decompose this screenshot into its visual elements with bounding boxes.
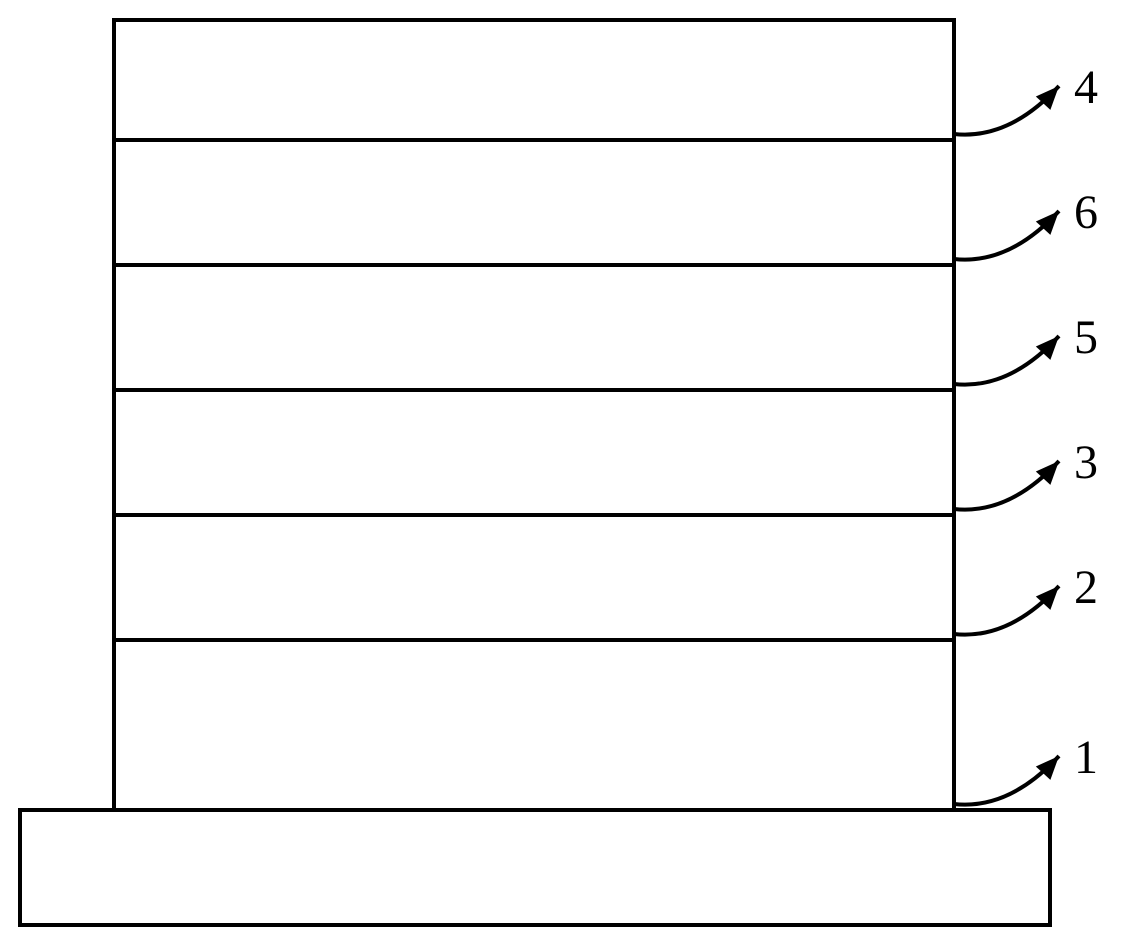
label-layer-5: 5 (1074, 310, 1098, 365)
layer-6 (114, 140, 954, 265)
label-layer-6: 6 (1074, 185, 1098, 240)
layer-5 (114, 265, 954, 390)
label-layer-1: 1 (1074, 730, 1098, 785)
label-layer-2: 2 (1074, 560, 1098, 615)
layer-1 (114, 640, 954, 810)
layer-3 (114, 390, 954, 515)
layer-2 (114, 515, 954, 640)
layer-4 (114, 20, 954, 140)
diagram-svg (0, 0, 1141, 942)
base-layer (20, 810, 1050, 925)
layered-diagram: 1 2 3 5 6 4 (0, 0, 1141, 942)
label-layer-3: 3 (1074, 435, 1098, 490)
label-layer-4: 4 (1074, 60, 1098, 115)
